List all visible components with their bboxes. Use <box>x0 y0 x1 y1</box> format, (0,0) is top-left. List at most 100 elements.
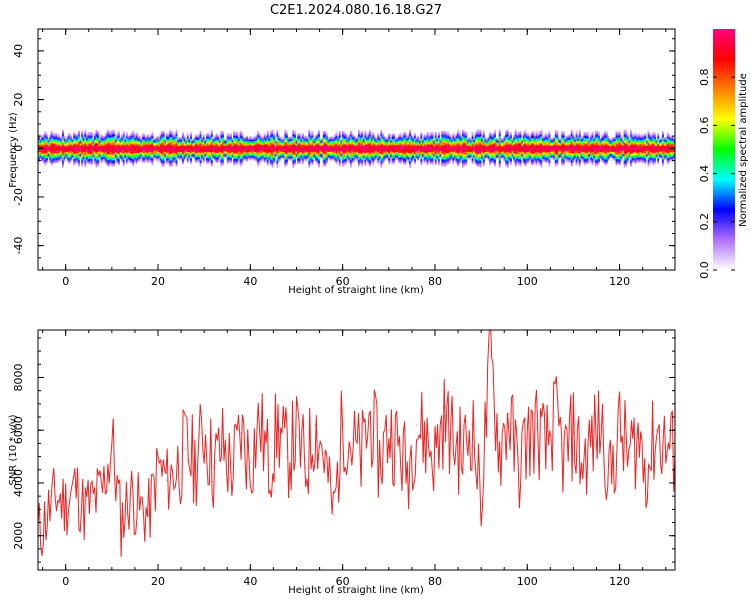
heatmap-cell <box>60 143 63 145</box>
heatmap-cell <box>228 161 231 163</box>
heatmap-cell <box>95 138 98 140</box>
heatmap-cell <box>113 140 116 143</box>
heatmap-cell <box>231 145 234 148</box>
heatmap-cell <box>178 150 181 152</box>
heatmap-cell <box>169 156 172 159</box>
heatmap-cell <box>143 138 146 140</box>
heatmap-cell <box>121 147 124 150</box>
heatmap-cell <box>81 144 84 146</box>
heatmap-cell <box>258 154 261 156</box>
heatmap-cell <box>127 140 130 143</box>
heatmap-cell <box>84 154 87 156</box>
heatmap-cell <box>65 140 68 143</box>
heatmap-cell <box>230 158 232 161</box>
heatmap-cell <box>76 158 79 161</box>
heatmap-cell <box>156 150 159 152</box>
heatmap-cell <box>215 152 218 155</box>
heatmap-cell <box>130 146 133 149</box>
heatmap-cell <box>70 139 72 142</box>
heatmap-cell <box>103 139 106 142</box>
heatmap-cell <box>218 141 221 144</box>
heatmap-cell <box>42 136 45 139</box>
heatmap-cell <box>170 163 173 166</box>
heatmap-cell <box>52 151 55 154</box>
heatmap-cell <box>231 149 234 151</box>
heatmap-cell <box>230 141 232 144</box>
heatmap-cell <box>214 143 216 145</box>
heatmap-cell <box>119 151 122 154</box>
heatmap-cell <box>78 154 80 156</box>
heatmap-cell <box>161 146 164 149</box>
heatmap-cell <box>226 143 229 145</box>
heatmap-cell <box>78 147 80 150</box>
heatmap-cell <box>97 133 100 135</box>
heatmap-cell <box>98 154 101 156</box>
heatmap-cell <box>113 151 116 154</box>
heatmap-cell <box>217 134 220 137</box>
heatmap-cell <box>194 145 197 148</box>
heatmap-cell <box>249 144 252 146</box>
heatmap-cell <box>153 151 156 154</box>
heatmap-cell <box>164 143 167 145</box>
heatmap-cell <box>186 133 189 135</box>
heatmap-cell <box>215 146 218 149</box>
heatmap-cell <box>215 133 218 135</box>
heatmap-cell <box>169 140 172 143</box>
heatmap-cell <box>95 135 98 138</box>
heatmap-cell <box>46 156 48 159</box>
heatmap-cell <box>129 146 132 149</box>
heatmap-cell <box>108 135 111 138</box>
heatmap-cell <box>44 161 47 163</box>
heatmap-cell <box>110 147 112 150</box>
heatmap-cell <box>230 143 232 145</box>
heatmap-cell <box>76 140 79 143</box>
heatmap-cell <box>223 155 226 157</box>
heatmap-cell <box>202 143 205 145</box>
heatmap-cell <box>52 162 55 165</box>
heatmap-cell <box>236 150 239 152</box>
heatmap-cell <box>73 144 76 146</box>
heatmap-cell <box>180 151 183 154</box>
heatmap-cell <box>46 145 48 148</box>
heatmap-cell <box>134 138 136 140</box>
heatmap-cell <box>116 160 119 162</box>
heatmap-cell <box>148 141 151 144</box>
heatmap-cell <box>70 143 72 145</box>
heatmap-cell <box>78 130 80 133</box>
heatmap-cell <box>129 152 132 155</box>
heatmap-cell <box>233 141 236 144</box>
heatmap-cell <box>217 144 220 146</box>
heatmap-cell <box>238 146 240 149</box>
heatmap-cell <box>246 140 248 143</box>
heatmap-cell <box>193 145 196 148</box>
heatmap-cell <box>135 158 138 161</box>
heatmap-cell <box>210 162 213 165</box>
heatmap-cell <box>39 141 42 144</box>
heatmap-cell <box>79 156 82 159</box>
heatmap-cell <box>196 136 199 139</box>
heatmap-cell <box>106 150 109 152</box>
heatmap-cell <box>50 146 53 149</box>
heatmap-cell <box>94 145 96 148</box>
heatmap-cell <box>161 143 164 145</box>
heatmap-cell <box>223 145 226 148</box>
heatmap-cell <box>122 164 125 167</box>
heatmap-cell <box>44 141 47 144</box>
heatmap-cell <box>191 141 194 144</box>
heatmap-cell <box>148 145 151 148</box>
heatmap-cell <box>186 144 189 146</box>
heatmap-cell <box>134 156 136 159</box>
heatmap-cell <box>364 130 367 133</box>
heatmap-cell <box>207 154 210 156</box>
heatmap-cell <box>90 134 93 137</box>
heatmap-cell <box>182 146 184 149</box>
heatmap-cell <box>236 160 239 162</box>
heatmap-cell <box>70 151 72 154</box>
heatmap-cell <box>266 163 269 166</box>
heatmap-cell <box>135 133 138 135</box>
heatmap-cell <box>134 146 136 149</box>
heatmap-cell <box>66 152 69 155</box>
heatmap-cell <box>260 156 263 159</box>
heatmap-cell <box>230 138 232 140</box>
heatmap-cell <box>158 139 160 142</box>
